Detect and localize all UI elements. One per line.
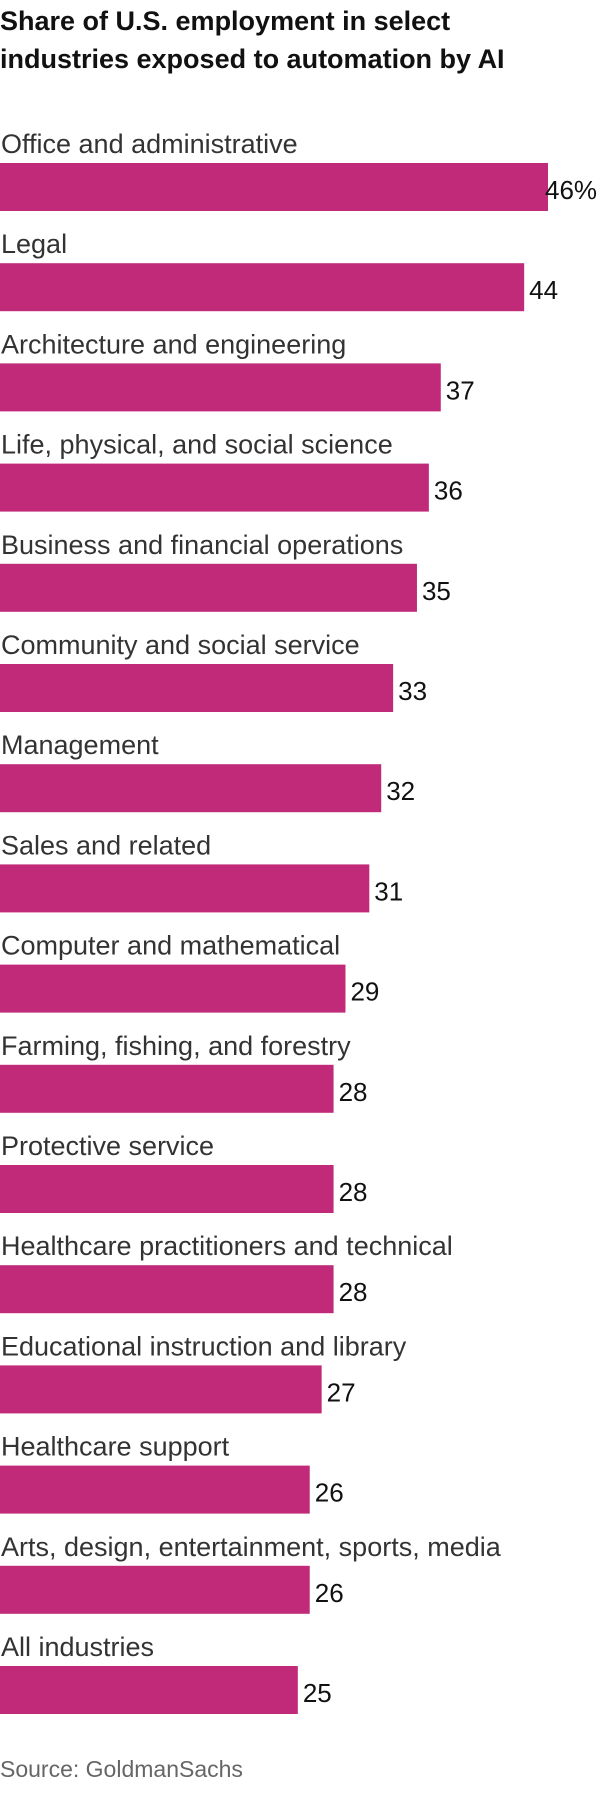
category-label: Architecture and engineering (1, 329, 346, 359)
value-label: 29 (350, 977, 379, 1007)
category-label: Healthcare practitioners and technical (1, 1231, 453, 1261)
category-label: Office and administrative (1, 129, 298, 159)
bar (0, 1064, 334, 1113)
value-label: 28 (339, 1277, 368, 1307)
bar (0, 1666, 298, 1714)
value-label: 36 (434, 476, 463, 506)
value-label: 26 (315, 1578, 344, 1608)
bar (0, 864, 370, 913)
category-label: Sales and related (1, 830, 211, 860)
bar (0, 1465, 310, 1514)
category-label: Community and social service (1, 630, 360, 660)
value-label: 37 (446, 375, 475, 405)
category-label: Computer and mathematical (1, 931, 340, 961)
bar (0, 463, 429, 512)
category-label: Arts, design, entertainment, sports, med… (1, 1532, 502, 1562)
value-label: 31 (374, 876, 403, 906)
bar (0, 1365, 322, 1414)
value-label: 35 (422, 576, 451, 606)
bar (0, 764, 382, 813)
value-label: 32 (386, 776, 415, 806)
bar (0, 263, 525, 312)
bar (0, 964, 346, 1013)
category-label: Management (1, 730, 159, 760)
value-label: 28 (339, 1177, 368, 1207)
value-label: 26 (315, 1478, 344, 1508)
category-label: Farming, fishing, and forestry (1, 1031, 351, 1061)
category-label: Protective service (1, 1131, 214, 1161)
value-label: 27 (327, 1377, 356, 1407)
value-label: 25 (303, 1678, 332, 1708)
category-label: Business and financial operations (1, 530, 403, 560)
category-label: Life, physical, and social science (1, 430, 393, 460)
value-label: 33 (398, 676, 427, 706)
category-label: Legal (1, 229, 67, 259)
value-label: 44 (529, 275, 558, 305)
bar (0, 664, 394, 712)
category-label: Healthcare support (1, 1432, 230, 1462)
bars-layer: Office and administrative 46% Legal 44 Archi… (0, 129, 597, 1714)
value-label: 28 (339, 1077, 368, 1107)
bar (0, 1265, 334, 1314)
value-label: 46% (545, 175, 597, 205)
category-label: All industries (1, 1632, 154, 1662)
category-label: Educational instruction and library (1, 1331, 407, 1361)
bar (0, 1565, 310, 1614)
source-note: Source: GoldmanSachs (0, 1756, 243, 1782)
bar (0, 563, 417, 612)
bar (0, 163, 548, 211)
bar (0, 1165, 334, 1213)
chart-title: Share of U.S. employment in select indus… (0, 6, 505, 74)
bar (0, 363, 441, 412)
